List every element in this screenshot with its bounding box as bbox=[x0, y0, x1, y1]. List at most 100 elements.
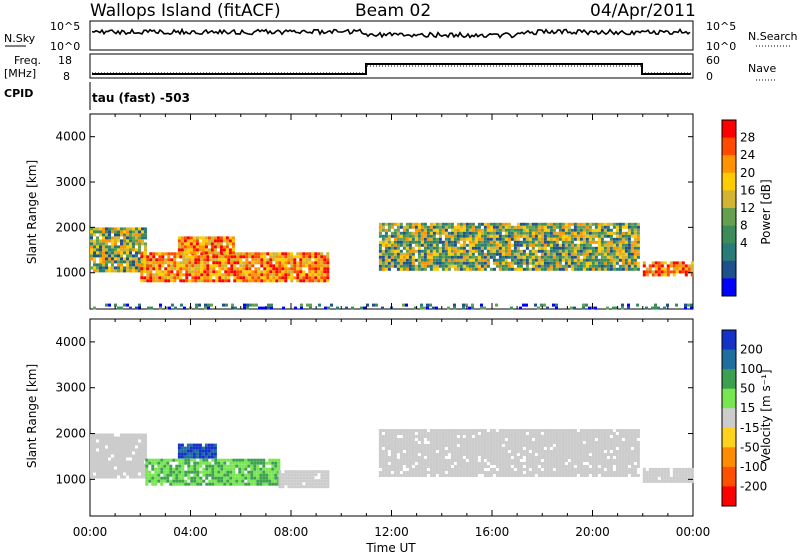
heatmap-cell bbox=[420, 249, 424, 253]
heatmap-cell bbox=[546, 237, 550, 241]
heatmap-cell bbox=[519, 453, 523, 456]
heatmap-cell bbox=[594, 462, 598, 465]
heatmap-cell bbox=[462, 249, 466, 253]
heatmap-cell bbox=[546, 444, 550, 447]
heatmap-cell bbox=[200, 276, 204, 280]
heatmap-cell bbox=[684, 476, 688, 480]
heatmap-cell bbox=[549, 237, 553, 241]
heatmap-cell bbox=[396, 222, 400, 226]
heatmap-cell bbox=[164, 273, 168, 277]
heatmap-cell bbox=[204, 239, 208, 243]
heatmap-cell bbox=[203, 258, 207, 262]
heatmap-cell bbox=[561, 447, 565, 450]
heatmap-cell bbox=[323, 267, 327, 271]
heatmap-cell bbox=[172, 482, 176, 486]
heatmap-cell bbox=[660, 264, 664, 268]
heatmap-cell bbox=[396, 459, 400, 462]
nsky-trace bbox=[91, 27, 691, 39]
heatmap-cell bbox=[99, 248, 102, 252]
heatmap-cell bbox=[138, 475, 141, 479]
x-tick-label: 04:00 bbox=[173, 525, 208, 539]
heatmap-cell bbox=[144, 445, 147, 449]
heatmap-cell bbox=[573, 228, 577, 232]
heatmap-cell bbox=[414, 429, 418, 432]
heatmap-cell bbox=[381, 435, 385, 438]
heatmap-cell bbox=[600, 456, 604, 459]
heatmap-cell bbox=[241, 461, 245, 465]
heatmap-cell bbox=[585, 456, 589, 459]
heatmap-cell bbox=[435, 237, 439, 241]
heatmap-cell bbox=[537, 438, 541, 441]
heatmap-cell bbox=[468, 429, 472, 432]
heatmap-cell bbox=[621, 465, 625, 468]
heatmap-cell bbox=[129, 251, 132, 255]
heatmap-cell bbox=[426, 462, 430, 465]
heatmap-cell bbox=[585, 255, 589, 259]
heatmap-cell bbox=[564, 225, 568, 229]
heatmap-cell bbox=[594, 441, 598, 444]
heatmap-cell bbox=[278, 473, 282, 477]
heatmap-cell bbox=[129, 239, 132, 243]
nave-tick-bottom: 0 bbox=[706, 70, 713, 83]
heatmap-cell bbox=[186, 242, 190, 246]
heatmap-cell bbox=[492, 432, 496, 435]
heatmap-cell bbox=[417, 447, 421, 450]
heatmap-cell bbox=[311, 479, 315, 483]
heatmap-cell bbox=[441, 453, 445, 456]
heatmap-cell bbox=[275, 273, 279, 277]
heatmap-cell bbox=[507, 243, 511, 247]
heatmap-cell bbox=[564, 468, 568, 471]
heatmap-cell bbox=[648, 473, 652, 477]
heatmap-cell bbox=[326, 476, 330, 480]
heatmap-cell bbox=[167, 270, 171, 274]
heatmap-cell bbox=[132, 245, 135, 249]
heatmap-cell bbox=[450, 255, 454, 259]
heatmap-cell bbox=[293, 482, 297, 486]
heatmap-cell bbox=[405, 474, 409, 477]
heatmap-cell bbox=[531, 243, 535, 247]
heatmap-cell bbox=[135, 466, 138, 470]
heatmap-cell bbox=[627, 234, 631, 238]
heatmap-cell bbox=[96, 227, 99, 231]
heatmap-cell bbox=[254, 273, 258, 277]
heatmap-cell bbox=[423, 267, 427, 271]
heatmap-cell bbox=[262, 461, 266, 465]
heatmap-cell bbox=[510, 438, 514, 441]
heatmap-cell bbox=[519, 465, 523, 468]
heatmap-cell bbox=[287, 479, 291, 483]
heatmap-cell bbox=[516, 231, 520, 235]
heatmap-cell bbox=[618, 453, 622, 456]
heatmap-cell bbox=[453, 303, 456, 307]
velocity-marks bbox=[90, 429, 694, 489]
heatmap-cell bbox=[468, 234, 472, 238]
heatmap-cell bbox=[384, 252, 388, 256]
heatmap-cell bbox=[510, 441, 514, 444]
heatmap-cell bbox=[269, 276, 273, 280]
heatmap-cell bbox=[624, 429, 628, 432]
heatmap-cell bbox=[540, 252, 544, 256]
heatmap-cell bbox=[405, 249, 409, 253]
heatmap-cell bbox=[627, 267, 631, 271]
heatmap-cell bbox=[396, 474, 400, 477]
heatmap-cell bbox=[183, 245, 187, 249]
heatmap-cell bbox=[468, 225, 472, 229]
heatmap-cell bbox=[320, 252, 324, 256]
heatmap-cell bbox=[633, 237, 637, 241]
heatmap-cell bbox=[606, 471, 610, 474]
heatmap-cell bbox=[477, 462, 481, 465]
colorbar-tick-label: -200 bbox=[740, 479, 767, 493]
heatmap-cell bbox=[195, 248, 199, 252]
heatmap-cell bbox=[378, 246, 382, 250]
heatmap-cell bbox=[117, 457, 120, 461]
heatmap-cell bbox=[263, 279, 267, 283]
heatmap-cell bbox=[207, 452, 211, 456]
heatmap-cell bbox=[429, 447, 433, 450]
heatmap-cell bbox=[486, 471, 490, 474]
heatmap-cell bbox=[393, 435, 397, 438]
heatmap-cell bbox=[176, 276, 180, 280]
heatmap-cell bbox=[138, 457, 141, 461]
heatmap-cell bbox=[666, 479, 670, 483]
heatmap-cell bbox=[570, 240, 574, 244]
heatmap-cell bbox=[96, 263, 99, 267]
heatmap-cell bbox=[378, 453, 382, 456]
